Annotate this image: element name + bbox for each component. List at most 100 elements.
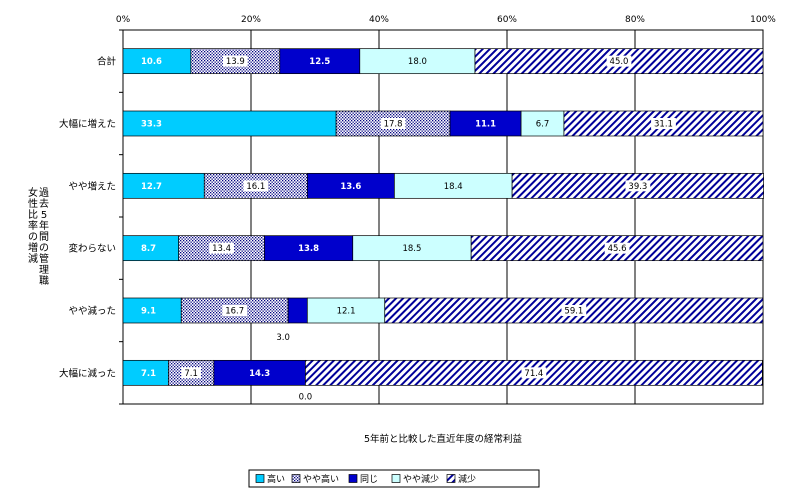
bar-segment-same (264, 235, 354, 262)
value-label: 13.9 (226, 57, 245, 67)
y-axis-title-char: 過 (39, 187, 49, 199)
x-tick-label: 80% (625, 15, 645, 25)
value-label-box (181, 367, 201, 379)
value-label: 16.7 (225, 307, 244, 317)
value-label: 71.4 (524, 369, 543, 379)
category-label: 変わらない (68, 243, 116, 255)
value-label: 12.1 (337, 307, 356, 317)
y-axis-title-char: 職 (39, 275, 49, 287)
grid-lines (119, 29, 764, 405)
bar-segment-high (122, 110, 337, 137)
value-label-box (380, 118, 406, 129)
legend-label: 減少 (458, 473, 476, 485)
x-tick-label: 40% (369, 15, 389, 25)
bar-segment-slightly-decrease (520, 110, 565, 137)
value-label: 10.6 (141, 57, 162, 67)
bar-segment-decrease (305, 359, 763, 386)
value-label: 12.7 (141, 182, 162, 192)
value-label: 45.6 (608, 244, 627, 254)
value-label-box (222, 55, 248, 67)
y-axis-title-char: 年 (39, 219, 49, 232)
legend-swatch-high (255, 474, 265, 483)
value-label: 13.8 (298, 244, 319, 254)
legend-label: やや高い (303, 473, 339, 485)
value-label: 14.3 (249, 369, 270, 379)
value-label-box (604, 242, 630, 254)
y-axis-title-char: 性 (28, 197, 38, 210)
bar-segment-same (287, 297, 308, 324)
bar-segment-high (122, 172, 205, 199)
value-label-box (651, 118, 676, 129)
value-label-box (521, 367, 547, 379)
category-label: やや増えた (68, 180, 116, 192)
legend-label: やや減少 (403, 473, 439, 485)
value-label: 8.7 (141, 244, 156, 254)
y-axis-title-char: 女 (28, 186, 38, 199)
bar-segment-same (279, 48, 361, 75)
legend-swatch-same (348, 474, 358, 483)
value-label: 17.8 (384, 120, 403, 130)
category-label: 合計 (97, 56, 117, 68)
bar-segment-same (213, 359, 306, 386)
value-label: 12.5 (309, 57, 330, 67)
legend: 高い やや高い 同じ やや減少 減少 (248, 469, 540, 488)
bar-segment-slightly-decrease (352, 235, 472, 262)
value-label-box (606, 55, 632, 67)
y-axis-title-char: 増 (28, 241, 38, 254)
legend-swatch-decrease (446, 474, 456, 483)
y-axis-title-char: 理 (39, 264, 49, 276)
bars-layer: 10.6 13.9 12.5 18.0 45.0 33.3 17.8 11.1 6.7 31.1 1… (122, 48, 764, 402)
x-tick-label: 0% (116, 15, 131, 25)
bar-segment-slightly-high (180, 297, 289, 324)
value-label: 13.4 (212, 244, 231, 254)
x-tick-labels: 0% 20% 40% 60% 80% 100% (116, 15, 776, 25)
value-label: 7.1 (141, 369, 156, 379)
bar-segment-high (122, 235, 180, 262)
bar-segment-slightly-decrease (359, 48, 476, 75)
value-label: 31.1 (654, 120, 673, 130)
value-label: 59.1 (564, 307, 583, 317)
value-label-box (243, 180, 269, 192)
x-axis-title: 5年前と比較した直近年度の経常利益 (364, 433, 523, 445)
value-label: 39.3 (628, 182, 647, 192)
y-axis-title-char: 減 (28, 252, 38, 265)
value-label-box (625, 180, 651, 192)
value-label: 0.0 (299, 392, 313, 402)
value-label: 18.0 (408, 57, 427, 67)
plot-area-frame (122, 29, 764, 405)
bar-segment-same (306, 172, 395, 199)
y-axis-title-char: 率 (28, 219, 38, 232)
x-tick-label: 20% (241, 15, 261, 25)
value-label: 9.1 (141, 307, 156, 317)
value-label: 7.1 (184, 369, 198, 379)
category-label: やや減った (68, 305, 116, 317)
value-label: 45.0 (610, 57, 629, 67)
y-axis-title-char: の (39, 243, 49, 254)
value-label: 13.6 (340, 182, 361, 192)
value-label: 3.0 (276, 333, 290, 343)
y-axis-title-char: の (28, 232, 38, 243)
value-label: 16.1 (246, 182, 265, 192)
value-label: 33.3 (141, 120, 162, 130)
bar-segment-high (122, 297, 182, 324)
y-axis-title-char: 去 (39, 198, 49, 210)
value-label: 11.1 (475, 120, 496, 130)
y-axis-title-char: 比 (28, 209, 38, 221)
bar-segment-high (122, 48, 192, 75)
legend-swatch-slightly-high (291, 474, 301, 483)
value-label-box (561, 305, 587, 316)
y-axis-title-char: 管 (39, 252, 49, 265)
category-label: 大幅に減った (59, 367, 116, 379)
legend-swatch-slightly-decrease (391, 474, 401, 483)
bar-segment-high (122, 359, 169, 386)
value-label: 18.4 (444, 182, 463, 192)
x-tick-label: 100% (750, 15, 776, 25)
value-label-box (209, 242, 234, 254)
value-label-box (222, 305, 248, 316)
legend-label: 高い (267, 473, 285, 485)
y-axis-title-char: 5 (41, 210, 47, 221)
